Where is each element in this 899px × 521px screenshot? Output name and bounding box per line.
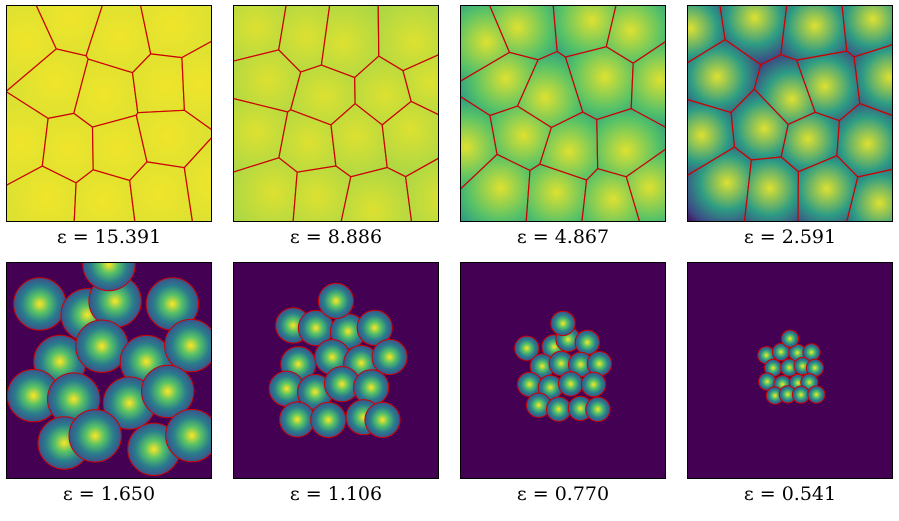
cluster-blob [165, 408, 212, 463]
panel-7 [460, 262, 666, 479]
cluster-blob [574, 329, 601, 356]
epsilon-caption: ε = 0.770 [516, 483, 610, 505]
panel-1 [6, 5, 212, 222]
panel-frame [460, 262, 666, 479]
panel-8 [687, 262, 893, 479]
cell [780, 5, 848, 61]
density-plot [233, 5, 439, 222]
density-plot [460, 5, 666, 222]
panel-frame [460, 5, 666, 222]
cluster-blob [164, 318, 212, 373]
epsilon-caption: ε = 4.867 [516, 226, 610, 248]
cell [625, 148, 666, 222]
cluster-blob [550, 310, 576, 337]
panel-4 [687, 5, 893, 222]
cluster-blob [141, 364, 195, 419]
cluster-blob [807, 385, 826, 404]
cell [292, 165, 352, 222]
epsilon-caption: ε = 8.886 [289, 226, 383, 248]
panel-6 [233, 262, 439, 479]
cluster-blob [353, 369, 390, 406]
panel-frame [6, 5, 212, 222]
cell [183, 136, 212, 222]
epsilon-caption: ε = 1.106 [289, 483, 383, 505]
density-plot [6, 5, 212, 222]
cluster-blob [580, 371, 607, 398]
panel-3 [460, 5, 666, 222]
cluster-blob [791, 385, 811, 404]
panel-5 [6, 262, 212, 479]
panel-frame [687, 5, 893, 222]
panel-frame [233, 5, 439, 222]
cluster-blob [356, 309, 393, 346]
epsilon-caption: ε = 2.591 [743, 226, 837, 248]
density-plot [687, 5, 893, 222]
panel-2 [233, 5, 439, 222]
cell [743, 156, 800, 222]
panel-frame [233, 262, 439, 479]
epsilon-caption: ε = 0.541 [743, 483, 837, 505]
panel-frame [6, 262, 212, 479]
epsilon-caption: ε = 15.391 [56, 226, 162, 248]
panel-frame [687, 262, 893, 479]
density-plot [460, 262, 666, 479]
cluster-blob [546, 396, 572, 422]
cell [404, 157, 439, 222]
cluster-blob [780, 329, 800, 348]
epsilon-caption: ε = 1.650 [62, 483, 156, 505]
cell [129, 161, 194, 222]
cluster-blob [585, 396, 611, 423]
cluster-blob [68, 409, 122, 463]
density-plot [233, 262, 439, 479]
cell [846, 168, 893, 222]
cluster-blob [13, 277, 67, 331]
cluster-blob [558, 371, 584, 397]
cluster-blob [371, 338, 408, 376]
cluster-blob [82, 262, 136, 292]
density-plot [687, 262, 893, 479]
cluster-blob [279, 401, 316, 438]
cluster-blob [317, 282, 355, 320]
cluster-blob [364, 401, 401, 438]
cluster-blob [310, 401, 347, 438]
density-plot [6, 262, 212, 479]
cluster-blob [514, 335, 540, 362]
